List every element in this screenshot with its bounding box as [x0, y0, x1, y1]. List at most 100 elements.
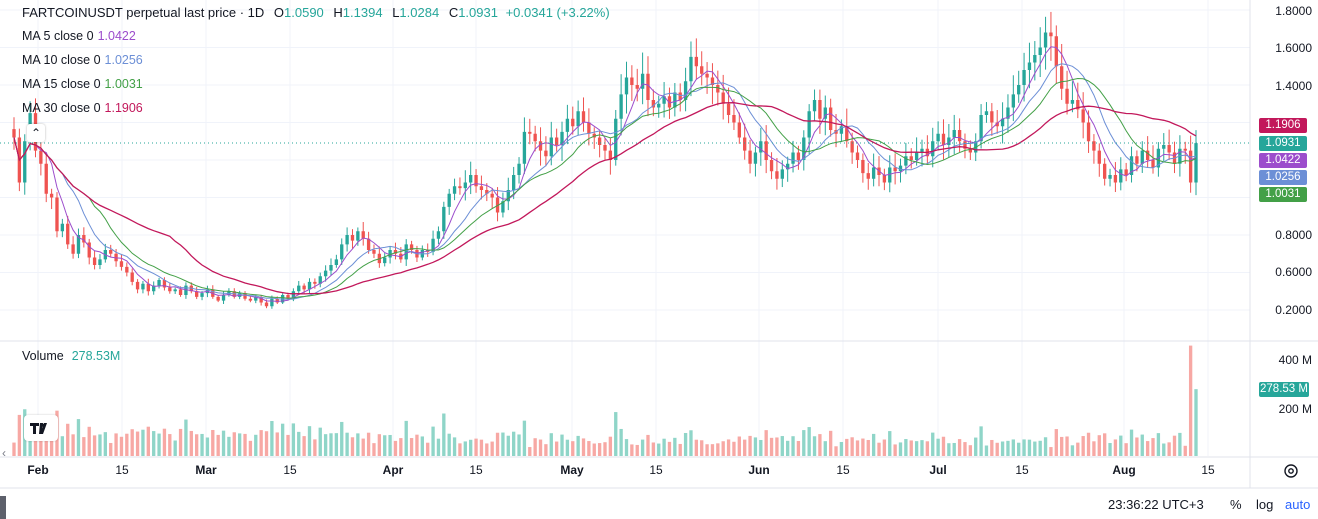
- close-value: 1.0931: [458, 5, 498, 20]
- candle-body: [195, 291, 199, 297]
- ma10-legend[interactable]: MA 10 close 0 1.0256: [22, 53, 143, 67]
- volume-bar: [839, 441, 844, 456]
- candle-body: [726, 103, 731, 115]
- date-tick: 15: [469, 463, 483, 477]
- candle-body: [845, 126, 849, 142]
- candle-body: [168, 287, 172, 292]
- candle-body: [914, 152, 919, 160]
- candle-body: [646, 73, 650, 100]
- log-scale-button[interactable]: log: [1256, 497, 1274, 512]
- candle-body: [157, 280, 161, 286]
- volume-bar: [1000, 441, 1005, 456]
- volume-bar: [361, 438, 365, 456]
- candle-body: [297, 285, 301, 292]
- volume-label: Volume: [22, 349, 64, 363]
- volume-bar: [227, 436, 231, 456]
- candle-body: [882, 175, 887, 183]
- sidebar-toggle[interactable]: [0, 496, 6, 519]
- candle-body: [624, 77, 629, 95]
- candle-body: [619, 94, 623, 119]
- date-tick-apr: Apr: [382, 463, 404, 477]
- volume-bar: [683, 432, 688, 456]
- ma15-legend[interactable]: MA 15 close 0 1.0031: [22, 77, 143, 91]
- high-label: H: [333, 5, 343, 20]
- volume-bar: [1060, 436, 1064, 456]
- candle-body: [694, 56, 699, 67]
- volume-bar: [463, 441, 467, 456]
- volume-bar: [103, 432, 108, 456]
- candle-body: [651, 100, 656, 108]
- volume-bar: [995, 442, 999, 456]
- volume-bar: [388, 434, 392, 456]
- ma30-legend[interactable]: MA 30 close 0 1.1906: [22, 101, 143, 115]
- candle-body: [221, 295, 226, 301]
- volume-bar: [157, 433, 161, 456]
- candle-body: [1124, 169, 1128, 175]
- volume-bar: [780, 436, 784, 456]
- volume-bar: [710, 444, 715, 456]
- volume-bar: [152, 431, 156, 456]
- ma-line-30: [13, 102, 1197, 295]
- candle-body: [737, 122, 741, 138]
- volume-bar: [581, 438, 586, 456]
- volume-bar: [447, 433, 451, 456]
- volume-tick: 400 M: [1278, 353, 1312, 367]
- volume-bar: [426, 442, 430, 456]
- volume-bar: [495, 432, 500, 456]
- clock[interactable]: 23:36:22 UTC+3: [1108, 497, 1204, 512]
- candle-body: [544, 150, 548, 157]
- candle-body: [119, 261, 124, 267]
- volume-bar: [571, 441, 575, 456]
- volume-bar: [861, 438, 865, 456]
- volume-bar: [1070, 445, 1075, 456]
- candle-body: [291, 291, 296, 299]
- candle-body: [270, 298, 274, 307]
- collapse-legend-button[interactable]: ⌃: [27, 124, 45, 142]
- candle-body: [775, 171, 779, 179]
- candle-body: [893, 167, 897, 172]
- ma5-legend[interactable]: MA 5 close 0 1.0422: [22, 29, 136, 43]
- price-tick: 0.2000: [1275, 303, 1312, 317]
- auto-scale-button[interactable]: auto: [1285, 497, 1311, 512]
- candle-body: [517, 163, 521, 175]
- candle-body: [533, 133, 537, 142]
- volume-bar: [377, 434, 382, 456]
- candle-body: [689, 56, 693, 82]
- candle-body: [640, 73, 645, 89]
- candle-body: [823, 107, 827, 119]
- volume-bar: [576, 435, 580, 456]
- candle-body: [243, 293, 247, 299]
- volume-bar: [302, 436, 306, 456]
- volume-bar: [786, 440, 790, 456]
- volume-bar: [404, 420, 408, 456]
- candle-body: [1022, 70, 1026, 85]
- candle-body: [936, 133, 940, 142]
- volume-bar: [941, 436, 946, 456]
- volume-bar: [1162, 443, 1166, 456]
- volume-bar: [1113, 439, 1118, 456]
- volume-legend[interactable]: Volume 278.53M: [22, 349, 120, 363]
- volume-bar: [200, 433, 204, 456]
- candle-body: [178, 289, 183, 295]
- volume-bar: [334, 433, 339, 456]
- tradingview-logo[interactable]: [24, 415, 58, 441]
- volume-bar: [823, 441, 827, 456]
- percent-scale-button[interactable]: %: [1230, 497, 1242, 512]
- candle-body: [1006, 107, 1010, 119]
- candle-body: [141, 283, 145, 290]
- open-label: O: [273, 5, 285, 20]
- symbol-title[interactable]: FARTCOINUSDT perpetual last price · 1D: [22, 5, 265, 20]
- candle-body: [82, 235, 86, 243]
- volume-bar: [818, 434, 822, 456]
- chart-settings-icon[interactable]: [1282, 462, 1300, 480]
- volume-bar: [544, 444, 548, 456]
- volume-bar: [614, 412, 618, 456]
- volume-bar: [264, 431, 269, 456]
- candle-body: [828, 107, 833, 130]
- scroll-left-icon[interactable]: ‹: [2, 446, 6, 460]
- volume-bar: [1065, 436, 1069, 456]
- candle-body: [635, 85, 639, 89]
- candle-body: [490, 193, 494, 198]
- candle-body: [812, 100, 817, 112]
